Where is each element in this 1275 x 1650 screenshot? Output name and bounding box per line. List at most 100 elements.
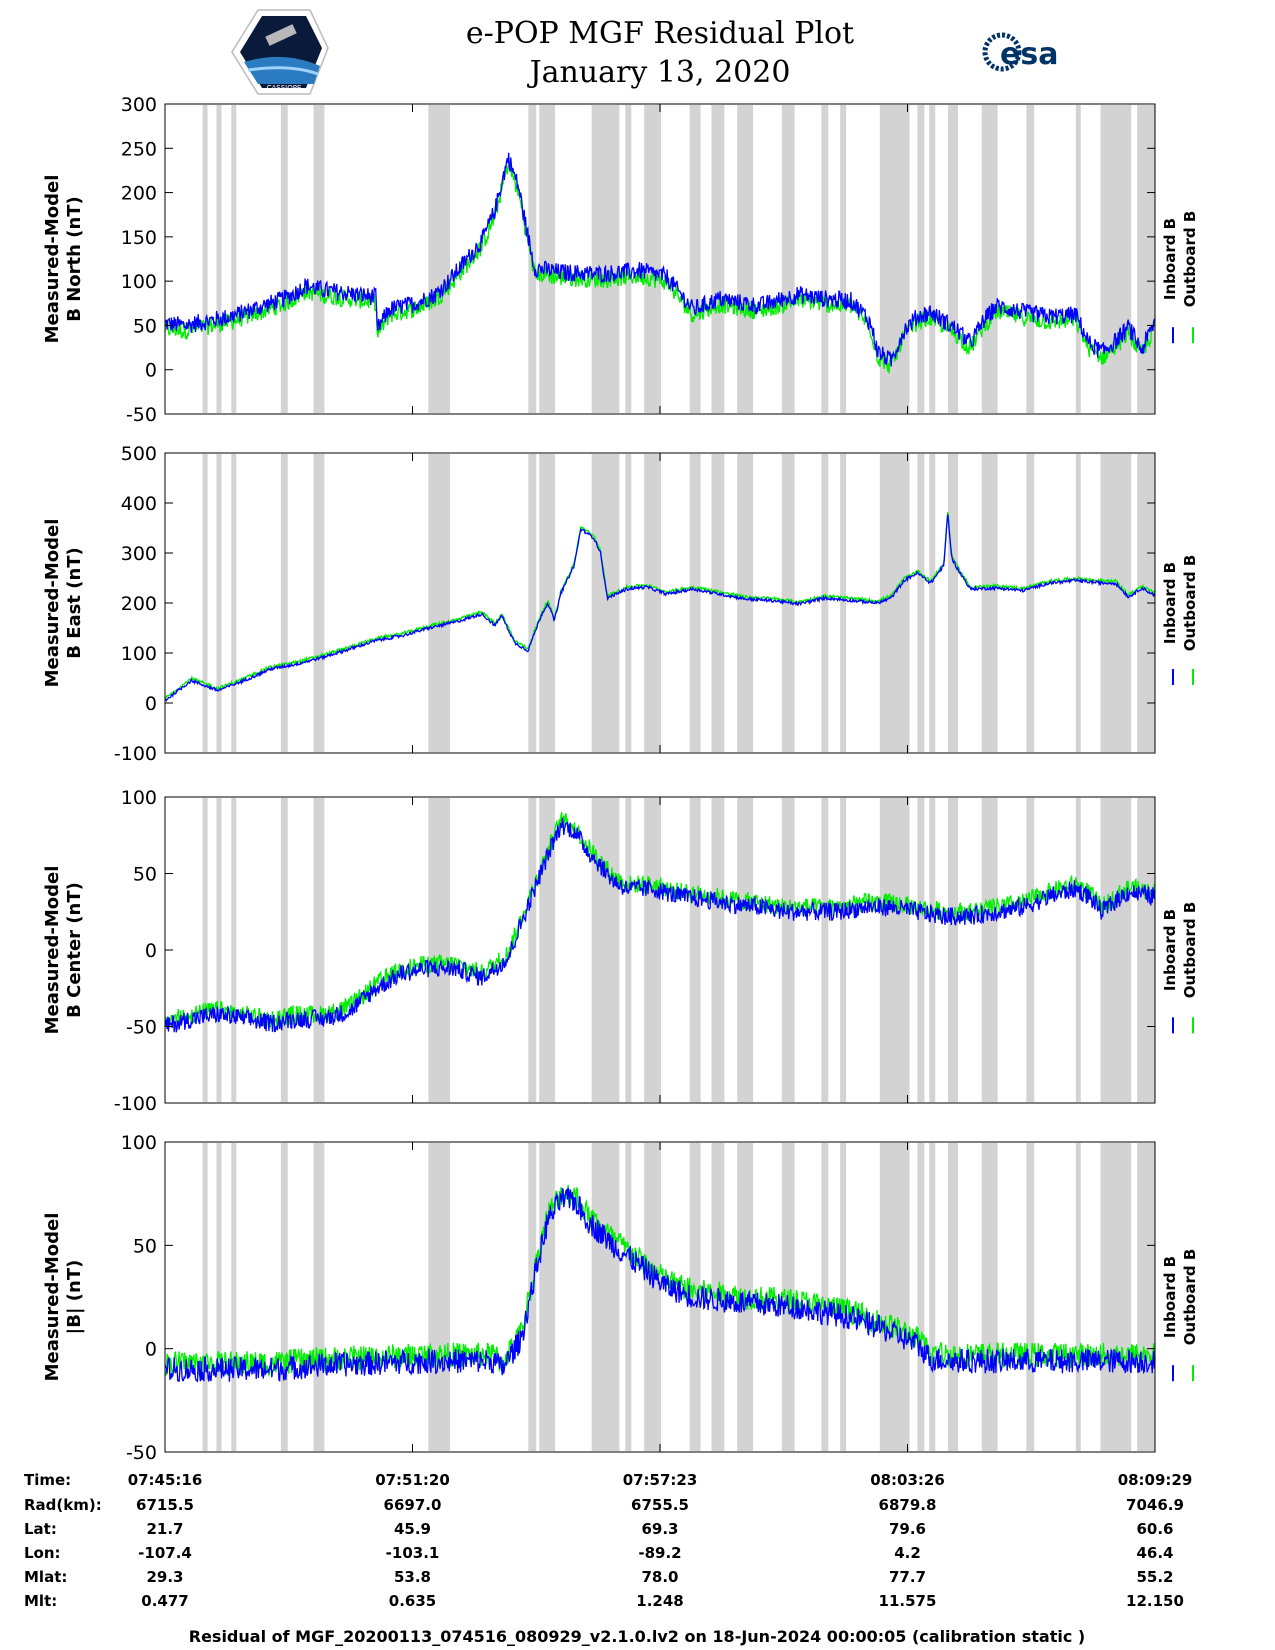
gap-band bbox=[1100, 454, 1132, 752]
y-tick-label: 50 bbox=[133, 864, 157, 886]
gap-band bbox=[948, 1143, 958, 1451]
gap-band bbox=[644, 454, 661, 752]
gap-band bbox=[981, 798, 998, 1102]
gap-band bbox=[216, 1143, 222, 1451]
mission-logo: CASSIOPE bbox=[231, 9, 329, 95]
gap-band bbox=[711, 454, 725, 752]
gap-band bbox=[689, 798, 701, 1102]
gap-band bbox=[280, 454, 288, 752]
table-cell: 07:57:23 bbox=[623, 1471, 698, 1489]
gap-band bbox=[539, 1143, 556, 1451]
gap-band bbox=[821, 454, 829, 752]
panel-bmag: 100 50 0 -50 Measured-Model|B| (nT) Inboard B… bbox=[42, 1132, 1199, 1464]
table-cell: 07:45:16 bbox=[128, 1471, 203, 1489]
legend: Inboard B Outboard B bbox=[1161, 1249, 1199, 1346]
gap-band bbox=[539, 798, 556, 1102]
gap-band bbox=[202, 1143, 208, 1451]
y-tick-label: 300 bbox=[121, 94, 157, 116]
gap-band bbox=[313, 1143, 325, 1451]
y-tick-label: -100 bbox=[114, 1093, 157, 1115]
gap-band bbox=[202, 798, 208, 1102]
table-cell: 1.248 bbox=[636, 1592, 683, 1610]
legend: Inboard B Outboard B bbox=[1161, 902, 1199, 999]
gap-band bbox=[625, 454, 632, 752]
gap-band bbox=[539, 105, 556, 413]
gap-band bbox=[216, 798, 222, 1102]
gap-band bbox=[879, 1143, 910, 1451]
gap-band bbox=[625, 1143, 632, 1451]
gap-band bbox=[1075, 798, 1081, 1102]
series-inboard-bcenter bbox=[164, 817, 1156, 1033]
footer-caption: Residual of MGF_20200113_074516_080929_v… bbox=[189, 1627, 1085, 1646]
table-cell: 4.2 bbox=[894, 1544, 921, 1562]
gap-band bbox=[280, 798, 288, 1102]
table-cell: 6715.5 bbox=[136, 1496, 194, 1514]
gap-band bbox=[879, 798, 910, 1102]
table-row-label: Mlt: bbox=[24, 1592, 57, 1610]
panel-beast: 500 400 300 200 100 0 -100 Measured-ModelB East… bbox=[42, 443, 1199, 765]
table-cell: 69.3 bbox=[641, 1520, 678, 1538]
gap-band bbox=[711, 105, 725, 413]
table-cell: 79.6 bbox=[889, 1520, 926, 1538]
gap-band bbox=[879, 454, 910, 752]
y-tick-label: 100 bbox=[121, 643, 157, 665]
table-cell: 6879.8 bbox=[879, 1496, 937, 1514]
y-tick-label: 50 bbox=[133, 315, 157, 337]
table-cell: 45.9 bbox=[394, 1520, 431, 1538]
table-cell: 6697.0 bbox=[384, 1496, 442, 1514]
gap-band bbox=[202, 454, 208, 752]
gap-band bbox=[1075, 1143, 1081, 1451]
y-tick-label: 100 bbox=[121, 1132, 157, 1154]
gap-band bbox=[644, 105, 661, 413]
table-cell: 08:09:29 bbox=[1118, 1471, 1193, 1489]
table-cell: 0.635 bbox=[389, 1592, 436, 1610]
gap-band bbox=[644, 1143, 661, 1451]
gap-band bbox=[1075, 454, 1081, 752]
y-tick-label: 200 bbox=[121, 593, 157, 615]
table-cell: 08:03:26 bbox=[870, 1471, 945, 1489]
gap-band bbox=[689, 105, 701, 413]
gap-band bbox=[929, 454, 936, 752]
y-tick-label: 0 bbox=[145, 693, 157, 715]
y-tick-label: -50 bbox=[126, 1017, 157, 1039]
gap-band bbox=[280, 105, 288, 413]
gap-band bbox=[528, 798, 537, 1102]
gap-band bbox=[917, 454, 925, 752]
gap-band bbox=[840, 105, 847, 413]
series-inboard-bmag bbox=[164, 1187, 1156, 1383]
gap-band bbox=[313, 798, 325, 1102]
y-tick-label: 0 bbox=[145, 940, 157, 962]
y-tick-label: 0 bbox=[145, 1339, 157, 1361]
y-tick-label: 500 bbox=[121, 443, 157, 465]
gap-band bbox=[840, 454, 847, 752]
gap-band bbox=[231, 798, 237, 1102]
table-row-label: Lat: bbox=[24, 1520, 57, 1538]
gap-band bbox=[737, 454, 754, 752]
gap-band bbox=[840, 1143, 847, 1451]
gap-band bbox=[929, 105, 936, 413]
table-cell: 11.575 bbox=[879, 1592, 937, 1610]
panel-bnorth: 300 250 200 150 100 50 0 -50 Measured-ModelB Nor… bbox=[42, 94, 1199, 426]
gap-band bbox=[428, 1143, 451, 1451]
gap-band bbox=[231, 1143, 237, 1451]
table-cell: 60.6 bbox=[1136, 1520, 1173, 1538]
gap-band bbox=[313, 105, 325, 413]
gap-band bbox=[591, 105, 620, 413]
table-cell: 29.3 bbox=[146, 1568, 183, 1586]
legend: Inboard B Outboard B bbox=[1161, 211, 1199, 308]
gap-band bbox=[981, 454, 998, 752]
gap-band bbox=[528, 1143, 537, 1451]
gap-band bbox=[591, 454, 620, 752]
gap-band bbox=[737, 798, 754, 1102]
title-line-1: e-POP MGF Residual Plot bbox=[466, 16, 854, 51]
y-axis-label: Measured-Model|B| (nT) bbox=[42, 1213, 85, 1382]
gap-band bbox=[917, 798, 925, 1102]
gap-band bbox=[821, 105, 829, 413]
y-axis-label: Measured-ModelB North (nT) bbox=[42, 175, 85, 344]
gap-band bbox=[313, 454, 325, 752]
y-tick-label: 300 bbox=[121, 543, 157, 565]
gap-band bbox=[929, 798, 936, 1102]
table-cell: -107.4 bbox=[138, 1544, 192, 1562]
y-axis-label: Measured-ModelB Center (nT) bbox=[42, 866, 85, 1035]
series-inboard-beast bbox=[164, 514, 1156, 702]
